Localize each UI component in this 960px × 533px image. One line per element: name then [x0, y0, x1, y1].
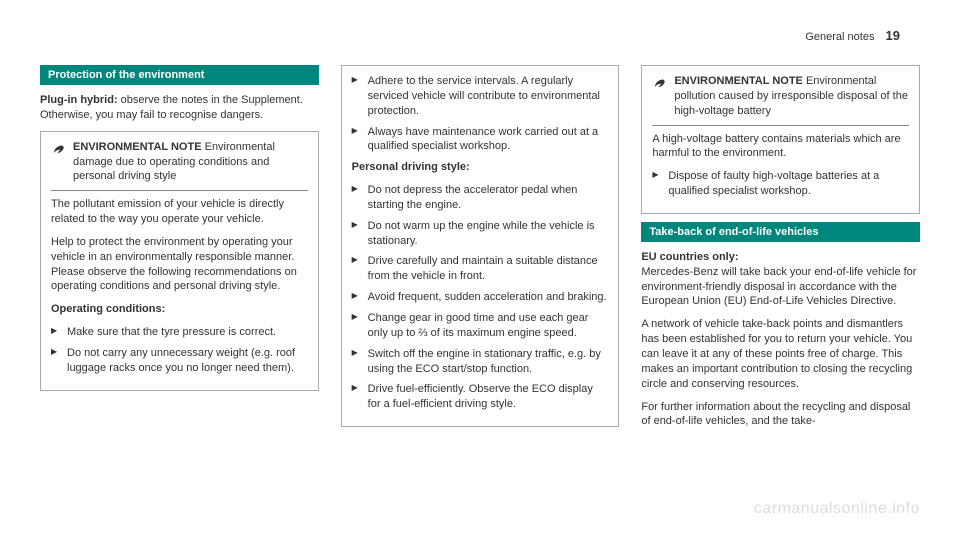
eu-p3: For further information about the recycl… — [641, 400, 920, 430]
list-item: Drive fuel-efficiently. Observe the ECO … — [352, 382, 609, 412]
divider — [652, 125, 909, 126]
operating-list: Make sure that the tyre pressure is corr… — [51, 325, 308, 376]
list-item: Drive carefully and maintain a suitable … — [352, 254, 609, 284]
list-item: Avoid frequent, sudden acceleration and … — [352, 290, 609, 305]
operating-heading: Operating conditions: — [51, 302, 308, 317]
bottom-list: Do not depress the accelerator pedal whe… — [352, 183, 609, 412]
list-item: Do not warm up the engine while the vehi… — [352, 219, 609, 249]
list-item: Do not depress the accelerator pedal whe… — [352, 183, 609, 213]
column-1: Protection of the environment Plug-in hy… — [40, 65, 319, 437]
eu-p1: Mercedes-Benz will take back your end-of… — [641, 266, 916, 308]
intro-bold: Plug-in hybrid: — [40, 94, 118, 106]
note-header: ENVIRONMENTAL NOTE Environmental polluti… — [652, 74, 909, 119]
note-title-wrap: ENVIRONMENTAL NOTE Environmental damage … — [73, 140, 308, 185]
eu-para: EU countries only: Mercedes-Benz will ta… — [641, 250, 920, 309]
list-item: Always have maintenance work carried out… — [352, 125, 609, 155]
leaf-icon — [652, 75, 666, 89]
column-2: Adhere to the service intervals. A regul… — [341, 65, 620, 437]
column-3: ENVIRONMENTAL NOTE Environmental polluti… — [641, 65, 920, 437]
section-title-environment: Protection of the environment — [40, 65, 319, 85]
divider — [51, 190, 308, 191]
content-columns: Protection of the environment Plug-in hy… — [40, 65, 920, 437]
env-note-box-1-cont: Adhere to the service intervals. A regul… — [341, 65, 620, 427]
list-item: Change gear in good time and use each ge… — [352, 311, 609, 341]
note-p1: The pollutant emission of your vehicle i… — [51, 197, 308, 227]
note-p2: Help to protect the environment by opera… — [51, 235, 308, 294]
list-item: Dispose of faulty high-voltage batteries… — [652, 169, 909, 199]
env-note-box-2: ENVIRONMENTAL NOTE Environmental polluti… — [641, 65, 920, 214]
note2-list: Dispose of faulty high-voltage batteries… — [652, 169, 909, 199]
note-title: ENVIRONMENTAL NOTE — [73, 141, 202, 153]
eu-p2: A network of vehicle take-back points an… — [641, 317, 920, 391]
list-item: Switch off the engine in stationary traf… — [352, 347, 609, 377]
note-header: ENVIRONMENTAL NOTE Environmental damage … — [51, 140, 308, 185]
note2-p1: A high-voltage battery contains material… — [652, 132, 909, 162]
leaf-icon — [51, 141, 65, 155]
page-header: General notes 19 — [805, 28, 900, 43]
section-name: General notes — [805, 31, 874, 43]
note-title-wrap: ENVIRONMENTAL NOTE Environmental polluti… — [674, 74, 909, 119]
list-item: Do not carry any unnecessary weight (e.g… — [51, 346, 308, 376]
personal-heading: Personal driving style: — [352, 160, 609, 175]
watermark: carmanualsonline.info — [754, 500, 920, 518]
intro-paragraph: Plug-in hybrid: observe the notes in the… — [40, 93, 319, 123]
list-item: Make sure that the tyre pressure is corr… — [51, 325, 308, 340]
env-note-box-1: ENVIRONMENTAL NOTE Environmental damage … — [40, 131, 319, 391]
top-list: Adhere to the service intervals. A regul… — [352, 74, 609, 154]
note-title: ENVIRONMENTAL NOTE — [674, 75, 803, 87]
section-title-takeback: Take-back of end-of-life vehicles — [641, 222, 920, 242]
eu-bold: EU countries only: — [641, 251, 738, 263]
page-number: 19 — [886, 28, 900, 43]
list-item: Adhere to the service intervals. A regul… — [352, 74, 609, 119]
